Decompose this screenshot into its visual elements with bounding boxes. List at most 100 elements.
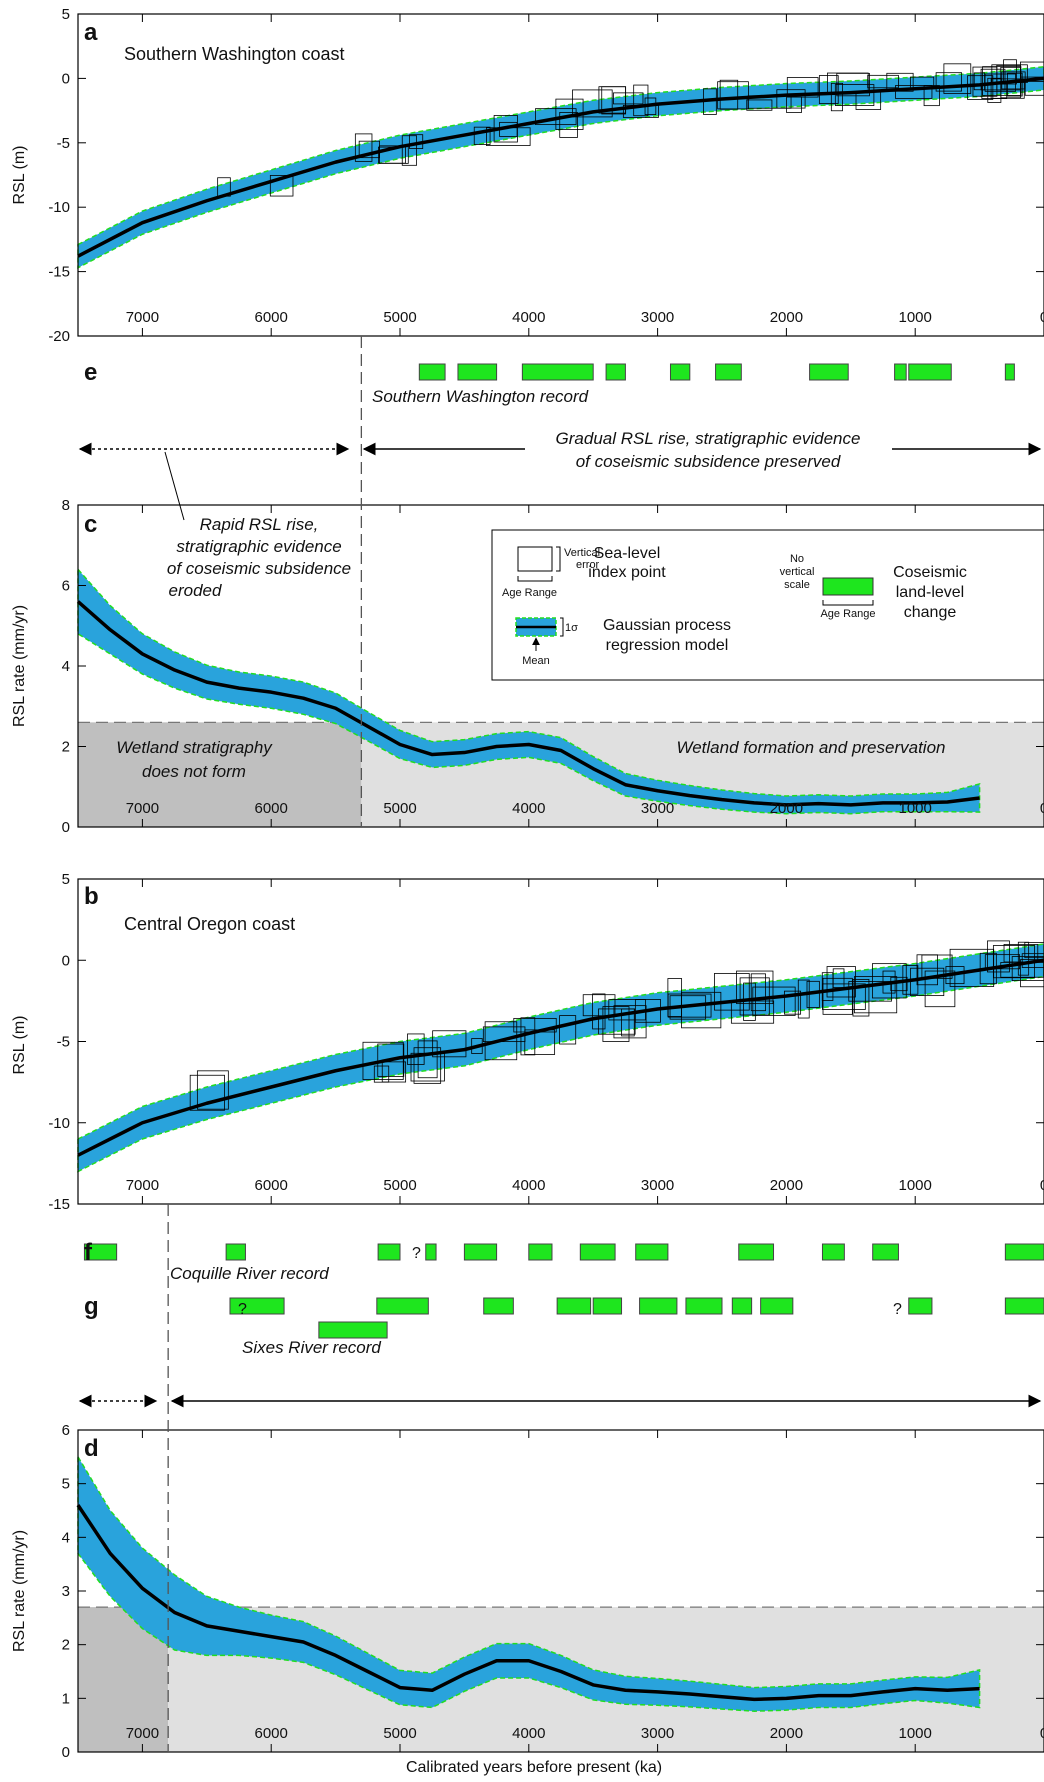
- panel-a-index-point: [644, 97, 657, 115]
- y-tick-label: 0: [62, 1744, 70, 1761]
- y-tick-label: 0: [62, 952, 70, 969]
- rapid-annot-4: eroded: [169, 581, 222, 600]
- panel-b-index-point: [602, 1006, 630, 1042]
- panel-b-index-point: [482, 1026, 526, 1043]
- panel-a-index-point: [867, 74, 899, 89]
- panel-b-index-point: [377, 1043, 405, 1077]
- legend-gp2: regression model: [606, 637, 729, 654]
- legend: Vertical error Age Range Sea-level index…: [491, 529, 1044, 681]
- legend-cos2: land-level: [896, 584, 964, 601]
- panel-b-index-point: [559, 1015, 577, 1045]
- panel-b-index-point: [520, 1017, 536, 1056]
- panel-a-index-point: [991, 64, 1028, 83]
- x-tick-label: 5000: [383, 800, 416, 817]
- panel-f-event: [579, 1243, 616, 1261]
- y-tick-label: -5: [57, 1034, 70, 1051]
- panel-f-question: ?: [412, 1245, 421, 1262]
- y-tick-label: 5: [62, 871, 70, 888]
- x-tick-label: 3000: [641, 1725, 674, 1742]
- no-wetland-shading: [78, 722, 362, 827]
- x-tick-label: 5000: [383, 1725, 416, 1742]
- panel-g-event: [685, 1297, 723, 1315]
- panel-g-event: [229, 1297, 285, 1315]
- panel-e-letter: e: [84, 359, 97, 386]
- y-tick-label: 6: [62, 578, 70, 595]
- gradual-annot-2: of coseismic subsidence preserved: [576, 452, 841, 471]
- panel-a-index-point: [827, 72, 869, 94]
- legend-age-range2: Age Range: [820, 608, 875, 620]
- panel-e-event: [457, 363, 498, 381]
- panel-b-index-point: [871, 963, 907, 999]
- panel-f-event: [738, 1243, 775, 1261]
- panel-b-index-point: [992, 945, 1035, 979]
- panel-b-index-point: [902, 965, 919, 995]
- panel-b-index-point: [1020, 959, 1044, 988]
- panel-f-event: [1004, 1243, 1044, 1261]
- panel-b-index-point: [752, 986, 796, 1016]
- panel-g-event: [760, 1297, 794, 1315]
- x-tick-label: 4000: [512, 800, 545, 817]
- x-tick-label: 6000: [255, 309, 288, 326]
- panel-b-index-point: [1003, 944, 1039, 963]
- x-tick-label: 5000: [383, 309, 416, 326]
- legend-mean: Mean: [522, 655, 550, 667]
- panel-b-index-point: [924, 970, 956, 1008]
- panel-c-mean-line: [76, 600, 980, 807]
- panel-a-index-point: [818, 75, 839, 104]
- legend-vert-err2: error: [576, 559, 600, 571]
- x-tick-label: 2000: [770, 800, 803, 817]
- panel-b-index-point: [471, 1038, 483, 1054]
- panel-b-index-point: [613, 1005, 647, 1039]
- wetland-not-form-2: does not form: [142, 762, 246, 781]
- panel-f-event: [528, 1243, 553, 1261]
- panel-g-event: [639, 1297, 678, 1315]
- panel-a-index-point: [379, 145, 409, 164]
- panel-b-index-point: [739, 977, 770, 1016]
- panel-b-index-point: [848, 981, 892, 1002]
- panel-b-index-point: [854, 976, 898, 1014]
- x-tick-label: 4000: [512, 1725, 545, 1742]
- y-tick-label: 1: [62, 1690, 70, 1707]
- panel-f-event: [635, 1243, 669, 1261]
- panel-a-index-point: [598, 86, 626, 114]
- panel-f-event: [425, 1243, 437, 1261]
- x-tick-label: 6000: [255, 1725, 288, 1742]
- panel-e-record: Southern Washington record: [372, 387, 589, 406]
- wetland-not-form-1: Wetland stratigraphy: [116, 738, 273, 757]
- x-tick-label: 1000: [899, 1177, 932, 1194]
- legend-box: [491, 529, 1044, 681]
- panel-g-question-1: ?: [238, 1301, 247, 1318]
- y-tick-label: -15: [48, 264, 70, 281]
- panel-e-event: [605, 363, 626, 381]
- panel-f-event: [872, 1243, 899, 1261]
- panel-b-index-point: [945, 966, 965, 985]
- y-tick-label: -10: [48, 199, 70, 216]
- panel-b-index-point: [1017, 941, 1030, 976]
- panel-a-index-point: [895, 85, 933, 99]
- legend-index-point-symbol: [517, 546, 553, 572]
- panel-b-index-point: [196, 1070, 229, 1110]
- x-tick-label: 6000: [255, 800, 288, 817]
- x-tick-label: 1000: [899, 1725, 932, 1742]
- x-tick-label: 7000: [126, 1725, 159, 1742]
- x-tick-label: 2000: [770, 309, 803, 326]
- panel-g-lower-event: [318, 1321, 388, 1339]
- y-tick-label: 5: [62, 1476, 70, 1493]
- panel-a-index-point: [834, 84, 875, 106]
- rapid-annot-1: Rapid RSL rise,: [200, 515, 319, 534]
- rapid-annot-3: of coseismic subsidence: [167, 559, 351, 578]
- panel-a-index-point: [473, 126, 491, 145]
- panel-g-letter: g: [84, 1293, 99, 1320]
- panel-g-event: [1004, 1297, 1044, 1315]
- panel-f-event: [83, 1243, 118, 1261]
- panel-e-event: [418, 363, 446, 381]
- panel-b-index-point: [987, 940, 1010, 973]
- legend-sigma: 1σ: [565, 622, 578, 634]
- x-tick-label: 3000: [641, 309, 674, 326]
- x-tick-label: 7000: [126, 309, 159, 326]
- panel-g-question-2: ?: [893, 1301, 902, 1318]
- x-tick-label: 1000: [899, 309, 932, 326]
- panel-b-index-point: [582, 994, 616, 1017]
- panel-c-ylabel: RSL rate (mm/yr): [11, 605, 28, 727]
- panel-a-index-point: [980, 68, 1006, 91]
